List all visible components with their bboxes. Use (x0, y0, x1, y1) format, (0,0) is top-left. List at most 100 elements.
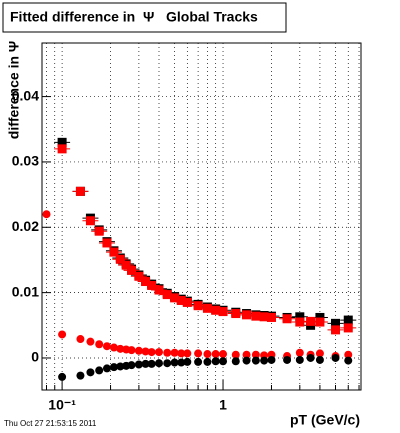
marker (134, 346, 143, 355)
marker (176, 295, 186, 305)
marker (251, 356, 260, 365)
marker (86, 337, 95, 346)
marker (116, 344, 125, 353)
marker (109, 363, 118, 372)
marker (95, 340, 104, 349)
marker (102, 342, 111, 351)
marker (42, 210, 51, 219)
marker (116, 362, 125, 371)
marker (344, 356, 353, 365)
marker (295, 355, 304, 364)
marker (259, 312, 269, 322)
marker (115, 254, 125, 264)
marker (242, 350, 251, 359)
marker (183, 349, 192, 358)
marker (266, 312, 276, 322)
marker (295, 317, 305, 327)
marker (331, 325, 341, 335)
chart-title: Fitted difference in Ψ Global Tracks (10, 9, 258, 25)
marker (218, 307, 228, 317)
marker (154, 359, 163, 368)
marker (283, 355, 292, 364)
timestamp: Thu Oct 27 21:53:15 2011 (4, 419, 97, 428)
marker (211, 357, 220, 366)
marker (242, 356, 251, 365)
marker (182, 297, 192, 307)
marker (154, 285, 164, 295)
y-tick-label: 0 (31, 349, 39, 365)
marker (219, 357, 228, 366)
marker (267, 355, 276, 364)
marker (202, 303, 212, 313)
marker (141, 359, 150, 368)
marker (95, 366, 104, 375)
y-axis-label: difference in Ψ (6, 41, 22, 139)
marker (154, 348, 163, 357)
marker (177, 349, 186, 358)
marker (177, 358, 186, 367)
x-tick-label: 10⁻¹ (48, 397, 76, 413)
marker (260, 356, 269, 365)
title-box (2, 2, 287, 33)
marker (343, 315, 353, 325)
marker (315, 312, 325, 322)
marker (75, 186, 85, 196)
y-tick-label: 0.03 (12, 153, 39, 169)
marker (109, 343, 118, 352)
marker (231, 350, 240, 359)
marker (331, 353, 340, 362)
marker (315, 317, 325, 327)
marker (147, 348, 156, 357)
marker (109, 247, 119, 257)
y-tick-label: 0.01 (12, 283, 39, 299)
marker (163, 348, 172, 357)
marker (57, 137, 67, 147)
marker (203, 357, 212, 366)
marker (231, 357, 240, 366)
marker (343, 323, 353, 333)
marker (94, 226, 104, 236)
marker (242, 310, 252, 320)
y-tick-label: 0.02 (12, 218, 39, 234)
marker (58, 372, 67, 381)
plot-frame (41, 42, 362, 391)
x-tick-label: 1 (219, 397, 227, 413)
marker (141, 347, 150, 356)
marker (134, 360, 143, 369)
marker (170, 348, 179, 357)
marker (331, 318, 341, 328)
marker (127, 346, 136, 355)
marker (251, 311, 261, 321)
marker (170, 358, 179, 367)
marker (231, 309, 241, 319)
marker (251, 350, 260, 359)
marker (85, 216, 95, 226)
marker (162, 290, 172, 300)
marker (102, 238, 112, 248)
marker (147, 280, 157, 290)
marker (315, 349, 324, 358)
marker (86, 368, 95, 377)
marker (58, 330, 67, 339)
marker (147, 359, 156, 368)
marker (57, 144, 67, 154)
marker (344, 350, 353, 359)
y-tick-label: 0.04 (12, 87, 39, 103)
marker (170, 293, 180, 303)
marker (163, 359, 172, 368)
marker (315, 355, 324, 364)
marker (203, 350, 212, 359)
marker (282, 314, 292, 324)
marker (127, 265, 137, 275)
x-axis-label: pT (GeV/c) (290, 412, 360, 428)
marker (76, 371, 85, 380)
marker (141, 277, 151, 287)
marker (211, 305, 221, 315)
marker (193, 301, 203, 311)
marker (194, 349, 203, 358)
marker (183, 357, 192, 366)
marker (194, 357, 203, 366)
marker (295, 348, 304, 357)
marker (219, 350, 228, 359)
